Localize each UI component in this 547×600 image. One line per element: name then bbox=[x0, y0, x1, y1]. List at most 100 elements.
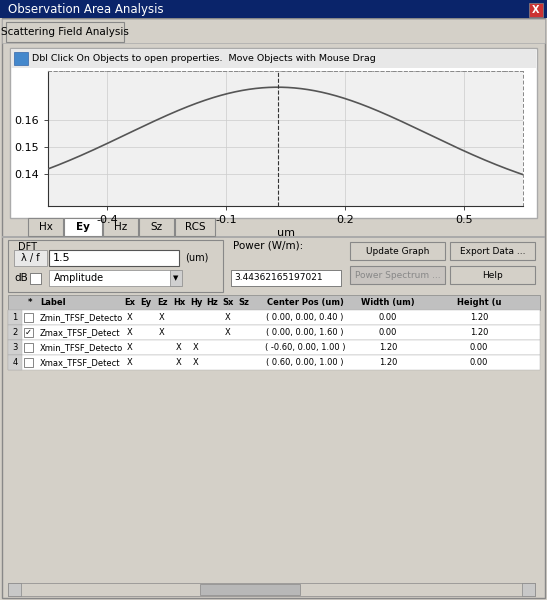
Text: Scattering Field Analysis: Scattering Field Analysis bbox=[1, 27, 129, 37]
Text: 0.00: 0.00 bbox=[470, 358, 488, 367]
Text: Hz: Hz bbox=[206, 298, 218, 307]
Bar bbox=[49, 250, 179, 266]
Text: ( 0.00, 0.00, 1.60 ): ( 0.00, 0.00, 1.60 ) bbox=[266, 328, 344, 337]
Text: X: X bbox=[127, 313, 133, 322]
Bar bbox=[2, 236, 545, 238]
Bar bbox=[24, 313, 33, 322]
Text: ( -0.60, 0.00, 1.00 ): ( -0.60, 0.00, 1.00 ) bbox=[265, 343, 345, 352]
Bar bbox=[450, 266, 535, 284]
Text: Hx: Hx bbox=[173, 298, 185, 307]
Text: X: X bbox=[225, 313, 231, 322]
Bar bbox=[231, 270, 341, 286]
Bar bbox=[175, 218, 215, 236]
Bar bbox=[6, 22, 124, 42]
Text: X: X bbox=[193, 358, 199, 367]
Text: dB: dB bbox=[14, 273, 28, 283]
Text: ▼: ▼ bbox=[173, 275, 179, 281]
Bar bbox=[49, 270, 179, 286]
Bar bbox=[8, 355, 540, 370]
Text: Xmax_TFSF_Detect: Xmax_TFSF_Detect bbox=[40, 358, 120, 367]
Text: X: X bbox=[127, 358, 133, 367]
Bar bbox=[8, 325, 540, 340]
Bar bbox=[8, 240, 223, 292]
Text: Help: Help bbox=[482, 271, 503, 280]
Text: Ey: Ey bbox=[76, 222, 90, 232]
Text: Width (um): Width (um) bbox=[361, 298, 415, 307]
Bar bbox=[24, 343, 33, 352]
Text: ( 0.60, 0.00, 1.00 ): ( 0.60, 0.00, 1.00 ) bbox=[266, 358, 344, 367]
Bar bbox=[30, 273, 41, 284]
Text: Update Graph: Update Graph bbox=[366, 247, 429, 256]
Bar bbox=[14, 52, 28, 65]
Bar bbox=[522, 583, 535, 596]
X-axis label: um: um bbox=[276, 228, 294, 238]
Text: λ / f: λ / f bbox=[21, 253, 39, 263]
Text: 0.00: 0.00 bbox=[470, 343, 488, 352]
Bar bbox=[529, 3, 543, 17]
Bar bbox=[8, 325, 22, 340]
Bar bbox=[0, 0, 547, 18]
Text: Label: Label bbox=[40, 298, 66, 307]
Text: Zmin_TFSF_Detecto: Zmin_TFSF_Detecto bbox=[40, 313, 123, 322]
Text: Sx: Sx bbox=[222, 298, 234, 307]
Text: *: * bbox=[28, 298, 32, 307]
Text: 0.00: 0.00 bbox=[379, 328, 397, 337]
Bar bbox=[64, 218, 102, 236]
Text: 4: 4 bbox=[13, 358, 18, 367]
Bar bbox=[170, 270, 182, 286]
Text: X: X bbox=[193, 343, 199, 352]
Text: Observation Area Analysis: Observation Area Analysis bbox=[8, 2, 164, 16]
Text: X: X bbox=[176, 358, 182, 367]
Bar bbox=[14, 250, 47, 266]
Bar bbox=[8, 295, 540, 310]
Bar bbox=[2, 19, 545, 43]
Text: 1.5: 1.5 bbox=[53, 253, 71, 263]
Text: 0.00: 0.00 bbox=[379, 313, 397, 322]
Bar bbox=[10, 48, 537, 218]
Bar bbox=[8, 310, 540, 325]
Text: X: X bbox=[159, 313, 165, 322]
Text: 1.20: 1.20 bbox=[470, 328, 488, 337]
Text: Hz: Hz bbox=[114, 222, 127, 232]
Bar bbox=[28, 218, 63, 236]
Text: Power (W/m):: Power (W/m): bbox=[233, 241, 303, 251]
Bar bbox=[8, 310, 22, 325]
Bar bbox=[103, 218, 138, 236]
Text: Height (u: Height (u bbox=[457, 298, 501, 307]
Text: (um): (um) bbox=[185, 253, 208, 263]
Text: Xmin_TFSF_Detecto: Xmin_TFSF_Detecto bbox=[40, 343, 123, 352]
Text: X: X bbox=[532, 5, 540, 15]
Text: X: X bbox=[176, 343, 182, 352]
Text: ( 0.00, 0.00, 0.40 ): ( 0.00, 0.00, 0.40 ) bbox=[266, 313, 344, 322]
Text: RCS: RCS bbox=[185, 222, 205, 232]
Text: 2: 2 bbox=[13, 328, 18, 337]
Text: Center Pos (um): Center Pos (um) bbox=[266, 298, 344, 307]
Text: 1: 1 bbox=[13, 313, 18, 322]
Bar bbox=[24, 328, 33, 337]
Text: X: X bbox=[127, 343, 133, 352]
Text: Hx: Hx bbox=[38, 222, 53, 232]
Bar bbox=[8, 583, 21, 596]
Text: Amplitude: Amplitude bbox=[54, 273, 104, 283]
Text: 1.20: 1.20 bbox=[379, 343, 397, 352]
Bar bbox=[24, 358, 33, 367]
Text: 1.20: 1.20 bbox=[470, 313, 488, 322]
Bar bbox=[8, 355, 22, 370]
Text: Sz: Sz bbox=[238, 298, 249, 307]
Bar bbox=[450, 242, 535, 260]
Text: ✓: ✓ bbox=[25, 328, 32, 337]
Text: 3.44362165197021: 3.44362165197021 bbox=[234, 274, 323, 283]
Bar bbox=[8, 340, 22, 355]
Text: Export Data ...: Export Data ... bbox=[459, 247, 525, 256]
Text: X: X bbox=[225, 328, 231, 337]
Text: X: X bbox=[159, 328, 165, 337]
Text: Dbl Click On Objects to open properties.  Move Objects with Mouse Drag: Dbl Click On Objects to open properties.… bbox=[32, 54, 376, 63]
Text: 1.20: 1.20 bbox=[379, 358, 397, 367]
Text: Ex: Ex bbox=[125, 298, 136, 307]
Text: Hy: Hy bbox=[190, 298, 202, 307]
Text: DFT: DFT bbox=[18, 242, 37, 252]
Bar bbox=[200, 584, 300, 595]
Text: 3: 3 bbox=[13, 343, 18, 352]
Text: Power Spectrum ...: Power Spectrum ... bbox=[354, 271, 440, 280]
Text: Ey: Ey bbox=[141, 298, 152, 307]
